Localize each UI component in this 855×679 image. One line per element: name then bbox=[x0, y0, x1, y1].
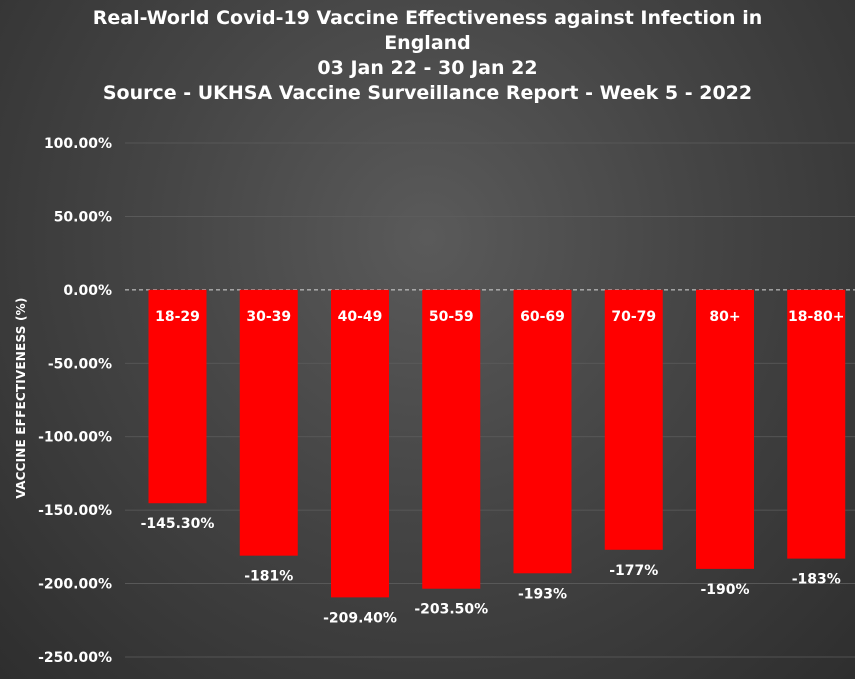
y-tick-label: 0.00% bbox=[63, 283, 112, 299]
y-tick-label: -100.00% bbox=[38, 430, 112, 446]
bar bbox=[787, 289, 846, 559]
y-tick-label: 100.00% bbox=[44, 136, 112, 152]
y-tick-label: -150.00% bbox=[38, 503, 112, 519]
y-tick-label: -250.00% bbox=[38, 650, 112, 666]
category-label: 30-39 bbox=[246, 309, 291, 325]
title-line-4: Source - UKHSA Vaccine Surveillance Repo… bbox=[102, 82, 753, 104]
category-label: 18-80+ bbox=[788, 309, 845, 325]
category-label: 70-79 bbox=[611, 309, 656, 325]
data-label: -209.40% bbox=[323, 610, 397, 626]
bar bbox=[696, 289, 754, 569]
category-label: 50-59 bbox=[429, 309, 474, 325]
bar bbox=[148, 289, 207, 504]
bar bbox=[239, 289, 298, 556]
data-label: -181% bbox=[244, 569, 293, 585]
y-tick-label: -200.00% bbox=[38, 577, 112, 593]
category-label: 60-69 bbox=[520, 309, 565, 325]
bar bbox=[331, 289, 389, 598]
data-label: -177% bbox=[609, 563, 658, 579]
y-tick-label: -50.00% bbox=[48, 356, 112, 372]
title-line-3: 03 Jan 22 - 30 Jan 22 bbox=[317, 57, 538, 79]
bar bbox=[422, 289, 481, 589]
bars bbox=[148, 289, 846, 598]
category-label: 40-49 bbox=[338, 309, 383, 325]
labels: 100.00% 50.00% 0.00% -50.00% -100.00% -150.00… bbox=[38, 136, 844, 666]
bar bbox=[604, 289, 663, 550]
y-tick-label: 50.00% bbox=[54, 209, 112, 225]
category-label: 80+ bbox=[709, 309, 740, 325]
data-label: -190% bbox=[700, 582, 749, 598]
data-label: -193% bbox=[518, 586, 567, 602]
bar bbox=[513, 289, 572, 574]
title-line-1: Real-World Covid-19 Vaccine Effectivenes… bbox=[92, 7, 763, 29]
data-label: -145.30% bbox=[141, 516, 215, 532]
data-label: -183% bbox=[792, 572, 841, 588]
title-line-2: England bbox=[384, 32, 471, 54]
data-label: -203.50% bbox=[414, 602, 488, 618]
category-label: 18-29 bbox=[155, 309, 200, 325]
chart-title: Real-World Covid-19 Vaccine Effectivenes… bbox=[0, 6, 855, 106]
